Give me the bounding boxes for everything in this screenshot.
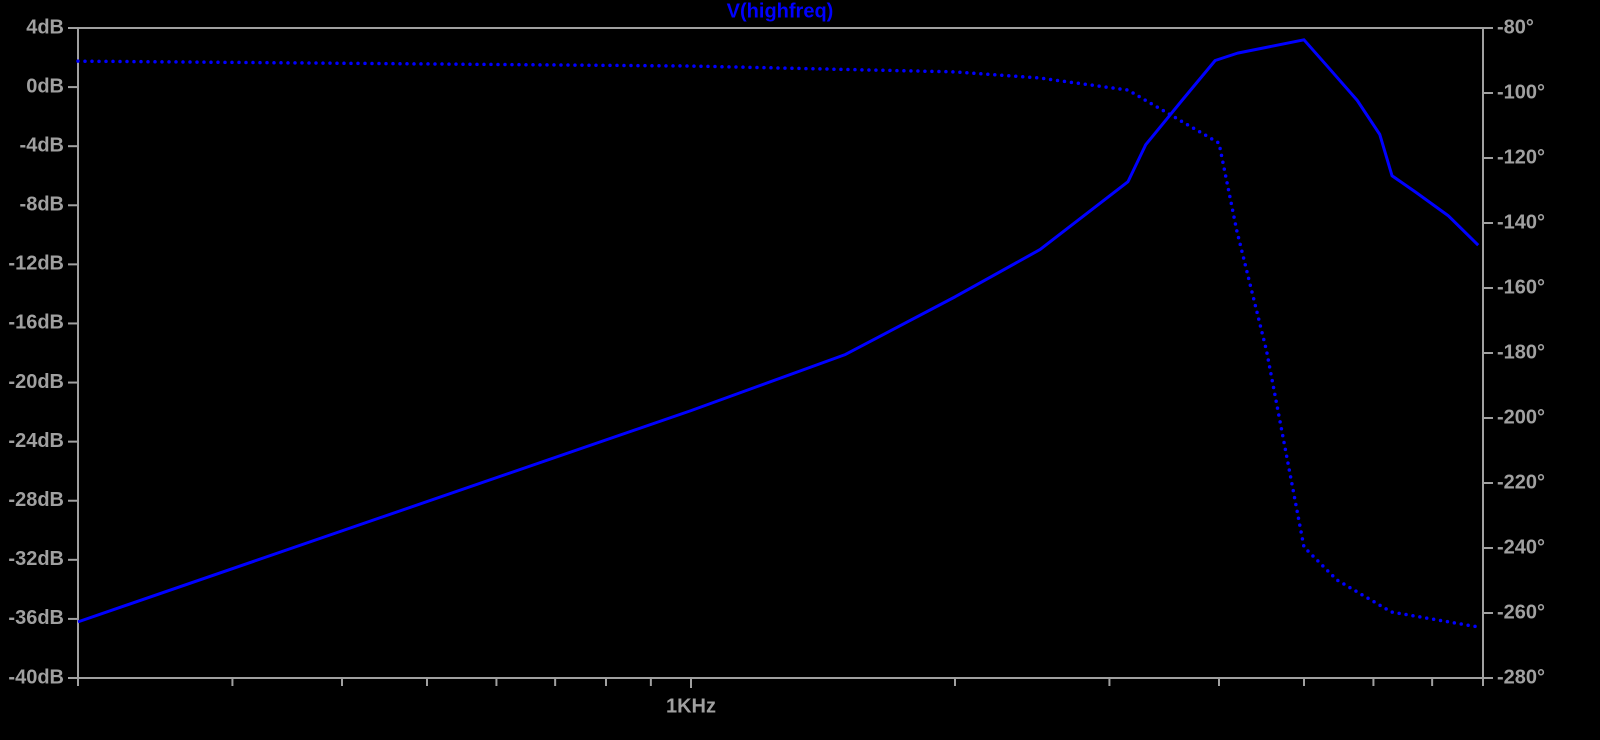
y2-tick-label: -180°	[1497, 341, 1545, 363]
y-tick-label: -36dB	[8, 607, 64, 629]
series-line	[76, 59, 1480, 629]
y2-tick-label: -260°	[1497, 601, 1545, 623]
y-tick-label: -8dB	[20, 194, 64, 216]
chart-title: V(highfreq)	[727, 0, 834, 22]
y2-tick-label: -80°	[1497, 16, 1534, 38]
series-line	[77, 38, 1480, 624]
y-tick-label: -20dB	[8, 371, 64, 393]
y2-tick-label: -220°	[1497, 471, 1545, 493]
y-tick-label: -4dB	[20, 134, 64, 156]
y2-tick-label: -140°	[1497, 211, 1545, 233]
x-tick-label: 1KHz	[666, 695, 716, 717]
y2-tick-label: -240°	[1497, 536, 1545, 558]
y-tick-label: 0dB	[26, 75, 64, 97]
y2-tick-label: -280°	[1497, 666, 1545, 688]
y2-tick-label: -160°	[1497, 276, 1545, 298]
y-tick-label: -32dB	[8, 548, 64, 570]
plot-frame	[77, 27, 1484, 679]
y-tick-label: -12dB	[8, 253, 64, 275]
y2-tick-label: -120°	[1497, 146, 1545, 168]
y2-tick-label: -200°	[1497, 406, 1545, 428]
y-tick-label: -40dB	[8, 666, 64, 688]
y2-tick-label: -100°	[1497, 81, 1545, 103]
y-tick-label: 4dB	[26, 16, 64, 38]
y-tick-label: -28dB	[8, 489, 64, 511]
y-tick-label: -24dB	[8, 430, 64, 452]
y-tick-label: -16dB	[8, 312, 64, 334]
